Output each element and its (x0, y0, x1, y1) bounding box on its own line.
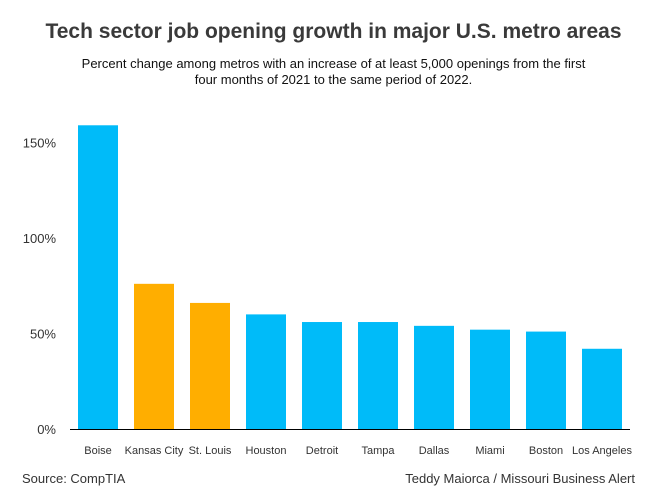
x-tick-label: St. Louis (189, 445, 232, 457)
x-tick-label: Miami (475, 445, 504, 457)
chart-subtitle: Percent change among metros with an incr… (81, 56, 586, 87)
x-tick-label: Boston (529, 445, 563, 457)
bar-los-angeles (582, 348, 622, 429)
x-tick-label: Tampa (361, 445, 395, 457)
bar-boston (526, 331, 566, 429)
y-tick-label: 150% (23, 135, 57, 150)
y-tick-label: 0% (37, 422, 56, 437)
chart-title: Tech sector job opening growth in major … (45, 20, 622, 43)
x-tick-label: Houston (246, 445, 287, 457)
x-tick-label: Boise (84, 445, 112, 457)
x-tick-label: Detroit (306, 445, 338, 457)
bar-houston (246, 314, 286, 429)
y-tick-label: 50% (30, 326, 56, 341)
x-tick-label: Los Angeles (572, 445, 632, 457)
x-tick-label: Kansas City (125, 445, 184, 457)
bar-boise (78, 125, 118, 430)
bar-detroit (302, 322, 342, 429)
bar-miami (470, 329, 510, 429)
bar-st-louis (190, 302, 230, 429)
bar-tampa (358, 322, 398, 429)
credit-note: Teddy Maiorca / Missouri Business Alert (405, 471, 635, 486)
source-note: Source: CompTIA (22, 471, 126, 486)
y-tick-label: 100% (23, 231, 57, 246)
x-tick-label: Dallas (419, 445, 450, 457)
bar-dallas (414, 325, 454, 429)
bar-kansas-city (134, 283, 174, 429)
